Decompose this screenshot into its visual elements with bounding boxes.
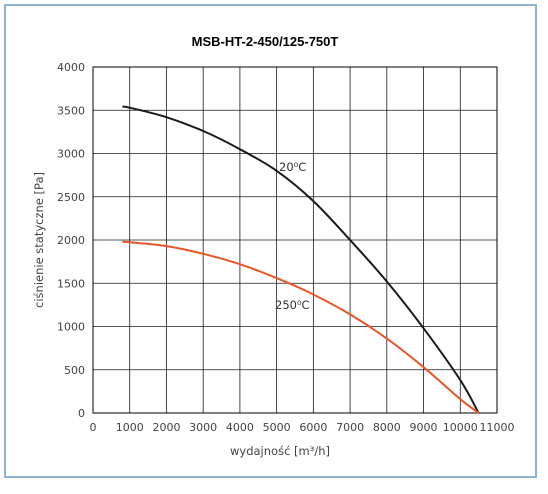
- x-tick-label: 6000: [299, 421, 327, 434]
- x-tick-label: 10000: [443, 421, 478, 434]
- series-line-20c: [122, 105, 480, 414]
- series-group: [122, 105, 480, 414]
- y-tick-label: 0: [78, 407, 85, 420]
- x-tick-label: 9000: [410, 421, 438, 434]
- x-tick-label: 4000: [226, 421, 254, 434]
- series-line-250c: [122, 240, 480, 414]
- x-tick-label: 7000: [336, 421, 364, 434]
- y-tick-label: 3500: [57, 104, 85, 117]
- x-tick-label: 0: [90, 421, 97, 434]
- y-tick-label: 4000: [57, 61, 85, 74]
- x-tick-label: 8000: [373, 421, 401, 434]
- y-tick-label: 3000: [57, 148, 85, 161]
- y-tick-label: 2500: [57, 191, 85, 204]
- grid: [93, 67, 497, 413]
- y-axis: 0 500 1000 1500 2000 2500 3000 3500 4000: [57, 61, 85, 420]
- x-tick-label: 2000: [152, 421, 180, 434]
- x-axis-label: wydajność [m³/h]: [230, 444, 330, 458]
- x-tick-label: 11000: [480, 421, 515, 434]
- x-tick-label: 5000: [263, 421, 291, 434]
- series-label-250c: 250⁰C: [275, 298, 310, 312]
- y-tick-label: 2000: [57, 234, 85, 247]
- x-tick-label: 1000: [116, 421, 144, 434]
- y-tick-label: 1500: [57, 277, 85, 290]
- series-label-20c: 20⁰C: [279, 160, 306, 174]
- y-axis-label: ciśnienie statyczne [Pa]: [32, 172, 46, 308]
- y-tick-label: 500: [64, 364, 85, 377]
- chart-title: MSB-HT-2-450/125-750T: [192, 34, 339, 49]
- plot-area: [92, 66, 498, 414]
- x-axis: 0 1000 2000 3000 4000 5000 6000 7000 8000 9000 100…: [90, 421, 515, 434]
- x-tick-label: 3000: [189, 421, 217, 434]
- y-tick-label: 1000: [57, 321, 85, 334]
